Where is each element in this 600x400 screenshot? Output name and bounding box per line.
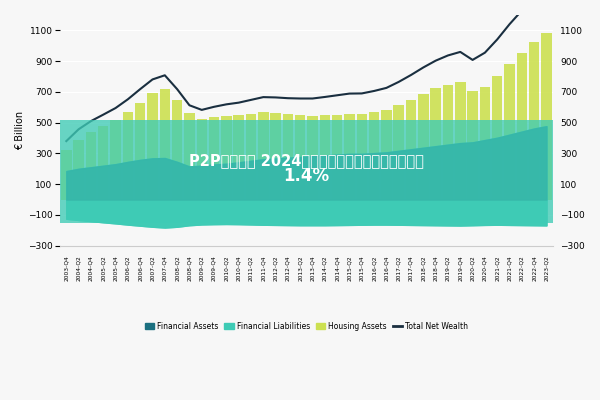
Bar: [110, 120, 121, 200]
Bar: [135, 103, 145, 200]
Bar: [258, 112, 269, 200]
Bar: [356, 114, 367, 200]
Bar: [504, 64, 515, 200]
Bar: [406, 100, 416, 200]
Bar: [122, 112, 133, 200]
Text: P2P配资平台 2024年广东春收籮食产量比上年增长: P2P配资平台 2024年广东春收籮食产量比上年增长: [189, 153, 424, 168]
Bar: [86, 132, 96, 200]
Bar: [73, 140, 84, 200]
Bar: [197, 119, 207, 200]
Bar: [430, 88, 441, 200]
Bar: [517, 53, 527, 200]
Bar: [60, 120, 553, 223]
Bar: [332, 115, 343, 200]
Bar: [369, 112, 379, 200]
Bar: [160, 89, 170, 200]
Bar: [209, 117, 219, 200]
Bar: [271, 113, 281, 200]
Bar: [479, 87, 490, 200]
Bar: [455, 82, 466, 200]
Bar: [344, 114, 355, 200]
Bar: [307, 116, 318, 200]
Bar: [394, 106, 404, 200]
Bar: [418, 94, 428, 200]
Bar: [184, 113, 194, 200]
Bar: [61, 150, 71, 200]
Legend: Financial Assets, Financial Liabilities, Housing Assets, Total Net Wealth: Financial Assets, Financial Liabilities,…: [142, 319, 471, 334]
Bar: [541, 33, 551, 200]
Bar: [295, 116, 305, 200]
Y-axis label: € Billion: € Billion: [15, 111, 25, 150]
Bar: [320, 116, 330, 200]
Bar: [221, 116, 232, 200]
Bar: [233, 115, 244, 200]
Bar: [467, 92, 478, 200]
Bar: [443, 84, 453, 200]
Bar: [98, 126, 109, 200]
Bar: [246, 114, 256, 200]
Bar: [529, 42, 539, 200]
Bar: [172, 100, 182, 200]
Bar: [147, 94, 158, 200]
Text: 1.4%: 1.4%: [283, 167, 329, 185]
Bar: [283, 114, 293, 200]
Bar: [492, 76, 502, 200]
Bar: [381, 110, 392, 200]
